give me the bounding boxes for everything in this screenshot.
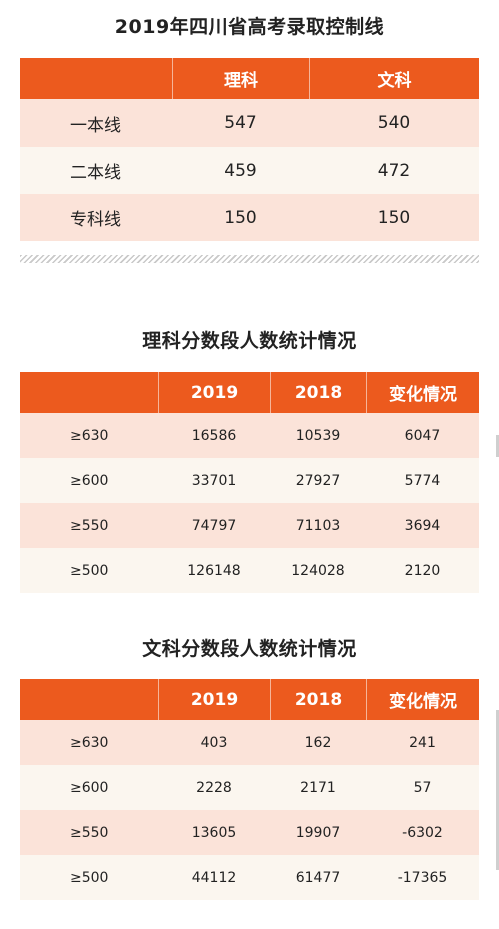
cutoff-table: 理科 文科 一本线 547 540 二本线 459 472 专科线 150 15… bbox=[20, 58, 479, 241]
section-divider bbox=[20, 255, 479, 263]
header-2019: 2019 bbox=[158, 679, 270, 720]
table-row: ≥600 33701 27927 5774 bbox=[20, 458, 479, 503]
value-2019: 403 bbox=[200, 734, 228, 751]
row-label: 二本线 bbox=[70, 163, 121, 183]
value-2019: 16586 bbox=[191, 427, 237, 444]
value-2018: 162 bbox=[304, 734, 332, 751]
value-change: 3694 bbox=[404, 517, 441, 534]
header-2018: 2018 bbox=[270, 679, 366, 720]
science-value: 150 bbox=[224, 207, 257, 228]
value-2018: 71103 bbox=[295, 517, 341, 534]
value-2018: 27927 bbox=[295, 472, 341, 489]
value-2018: 10539 bbox=[295, 427, 341, 444]
value-2018: 124028 bbox=[291, 562, 345, 579]
value-change: 57 bbox=[413, 779, 432, 796]
value-change: -6302 bbox=[402, 824, 443, 841]
table-row: ≥630 403 162 241 bbox=[20, 720, 479, 765]
value-change: 6047 bbox=[404, 427, 441, 444]
scroll-indicator bbox=[496, 435, 499, 457]
table-row: ≥500 126148 124028 2120 bbox=[20, 548, 479, 593]
range-label: ≥630 bbox=[70, 427, 109, 444]
table-row: 专科线 150 150 bbox=[20, 194, 479, 241]
header-blank bbox=[20, 372, 158, 413]
science-value: 459 bbox=[224, 160, 257, 181]
header-change: 变化情况 bbox=[366, 372, 479, 413]
cutoff-title: 2019年四川省高考录取控制线 bbox=[114, 16, 385, 38]
scroll-indicator bbox=[496, 710, 499, 870]
arts-table: 2019 2018 变化情况 ≥630 403 162 241 ≥600 222… bbox=[20, 679, 479, 900]
arts-value: 540 bbox=[377, 113, 411, 133]
value-change: 2120 bbox=[404, 562, 441, 579]
table-row: 二本线 459 472 bbox=[20, 147, 479, 194]
value-change: -17365 bbox=[397, 869, 448, 886]
arts-value: 150 bbox=[377, 207, 411, 228]
value-2018: 2171 bbox=[300, 779, 336, 796]
science-table: 2019 2018 变化情况 ≥630 16586 10539 6047 ≥60… bbox=[20, 372, 479, 593]
range-label: ≥600 bbox=[70, 472, 109, 489]
value-2019: 13605 bbox=[191, 824, 237, 841]
value-change: 241 bbox=[409, 734, 436, 751]
table-row: ≥500 44112 61477 -17365 bbox=[20, 855, 479, 900]
value-2019: 44112 bbox=[191, 869, 237, 886]
row-label: 专科线 bbox=[70, 210, 121, 230]
header-science: 理科 bbox=[172, 58, 309, 99]
value-2019: 126148 bbox=[187, 562, 241, 579]
table-row: ≥550 13605 19907 -6302 bbox=[20, 810, 479, 855]
value-2019: 33701 bbox=[191, 472, 237, 489]
value-2019: 74797 bbox=[191, 517, 237, 534]
header-blank bbox=[20, 679, 158, 720]
row-label: 一本线 bbox=[70, 115, 121, 136]
table-header: 2019 2018 变化情况 bbox=[20, 372, 479, 413]
range-label: ≥500 bbox=[70, 562, 109, 579]
arts-value: 472 bbox=[377, 160, 411, 181]
value-2018: 61477 bbox=[295, 869, 341, 886]
table-header: 理科 文科 bbox=[20, 58, 479, 99]
range-label: ≥550 bbox=[70, 824, 109, 841]
table-header: 2019 2018 变化情况 bbox=[20, 679, 479, 720]
range-label: ≥500 bbox=[70, 869, 109, 886]
header-blank bbox=[20, 58, 172, 99]
value-2018: 19907 bbox=[295, 824, 341, 841]
table-row: 一本线 547 540 bbox=[20, 99, 479, 147]
science-title: 理科分数段人数统计情况 bbox=[142, 330, 357, 352]
table-row: ≥630 16586 10539 6047 bbox=[20, 413, 479, 458]
range-label: ≥550 bbox=[70, 517, 109, 534]
value-change: 5774 bbox=[404, 472, 441, 489]
header-2019: 2019 bbox=[158, 372, 270, 413]
table-row: ≥600 2228 2171 57 bbox=[20, 765, 479, 810]
table-row: ≥550 74797 71103 3694 bbox=[20, 503, 479, 548]
arts-title: 文科分数段人数统计情况 bbox=[142, 638, 357, 660]
header-change: 变化情况 bbox=[366, 679, 479, 720]
range-label: ≥600 bbox=[70, 779, 109, 796]
header-2018: 2018 bbox=[270, 372, 366, 413]
science-value: 547 bbox=[224, 113, 257, 133]
range-label: ≥630 bbox=[70, 734, 109, 751]
value-2019: 2228 bbox=[196, 779, 232, 796]
header-arts: 文科 bbox=[309, 58, 479, 99]
